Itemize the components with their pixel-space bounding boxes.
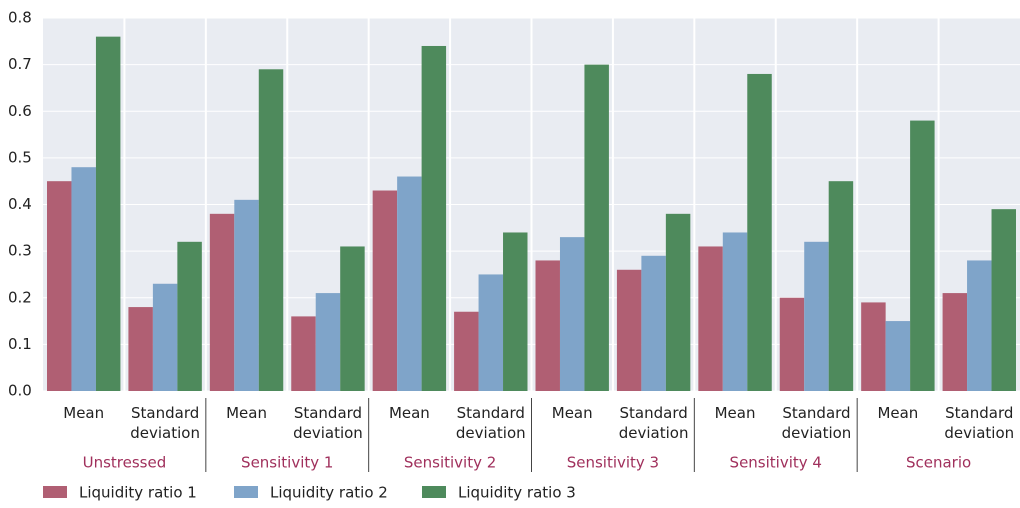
x-tick-label: Mean [226, 404, 267, 422]
bar [372, 190, 398, 391]
bar [234, 199, 259, 391]
group-label: Scenario [906, 454, 971, 472]
x-tick-label: Standard deviation [781, 404, 852, 442]
y-tick-label: 0.5 [8, 148, 32, 166]
legend-swatch [43, 486, 67, 498]
bar [315, 293, 341, 391]
bar [95, 36, 121, 392]
y-tick-label: 0.1 [8, 335, 32, 353]
y-tick-label: 0.8 [8, 9, 32, 27]
bar [747, 73, 772, 391]
bar [991, 209, 1016, 391]
bar [967, 260, 992, 391]
y-tick-label: 0.6 [8, 102, 32, 120]
y-tick-label: 0.0 [8, 382, 32, 400]
x-tick-label: Standard deviation [130, 404, 200, 442]
bar [397, 176, 422, 391]
x-tick-label: Standard deviation [455, 404, 526, 442]
bar [535, 260, 560, 391]
x-tick-label: Mean [877, 404, 919, 422]
bar [722, 232, 748, 391]
x-tick-label: Mean [551, 404, 593, 422]
legend-label: Liquidity ratio 3 [458, 484, 576, 502]
group-label: Sensitivity 3 [567, 454, 659, 472]
x-tick-label: Mean [714, 404, 756, 422]
bar [698, 246, 723, 391]
x-tick-label: Mean [388, 404, 430, 422]
bar [641, 255, 666, 391]
legend-swatch [422, 486, 446, 498]
x-tick-label: Standard deviation [944, 404, 1015, 442]
legend-label: Liquidity ratio 1 [79, 484, 197, 502]
group-label: Sensitivity 4 [730, 454, 822, 472]
y-tick-label: 0.7 [8, 55, 32, 73]
bar [503, 232, 528, 391]
bar [128, 307, 153, 391]
bar [616, 269, 642, 391]
bar [910, 120, 935, 391]
bar [209, 213, 235, 391]
bar [942, 293, 968, 391]
bar [779, 297, 805, 391]
y-tick-label: 0.2 [8, 288, 32, 306]
group-label: Sensitivity 1 [241, 454, 333, 472]
bar [584, 64, 609, 391]
x-tick-label: Mean [63, 404, 105, 422]
bar [885, 321, 911, 391]
bar [861, 302, 886, 391]
y-tick-label: 0.4 [8, 195, 32, 213]
y-tick-label: 0.3 [8, 242, 32, 260]
bar [804, 241, 829, 391]
bar [258, 69, 284, 391]
bar [177, 241, 202, 391]
bar [559, 237, 585, 391]
x-tick-label: Standard deviation [293, 404, 363, 442]
legend-swatch [234, 486, 258, 498]
bar [421, 45, 447, 391]
bar [152, 283, 178, 391]
x-tick-label: Standard deviation [618, 404, 689, 442]
group-label: Sensitivity 2 [404, 454, 496, 472]
bar [478, 274, 504, 391]
bar [71, 167, 96, 391]
group-label: Unstressed [83, 454, 167, 472]
bar [828, 181, 854, 391]
bar [454, 311, 479, 391]
bar [47, 181, 72, 391]
bar [665, 213, 691, 391]
bar [291, 316, 316, 391]
bar [340, 246, 365, 391]
legend-label: Liquidity ratio 2 [270, 484, 388, 502]
